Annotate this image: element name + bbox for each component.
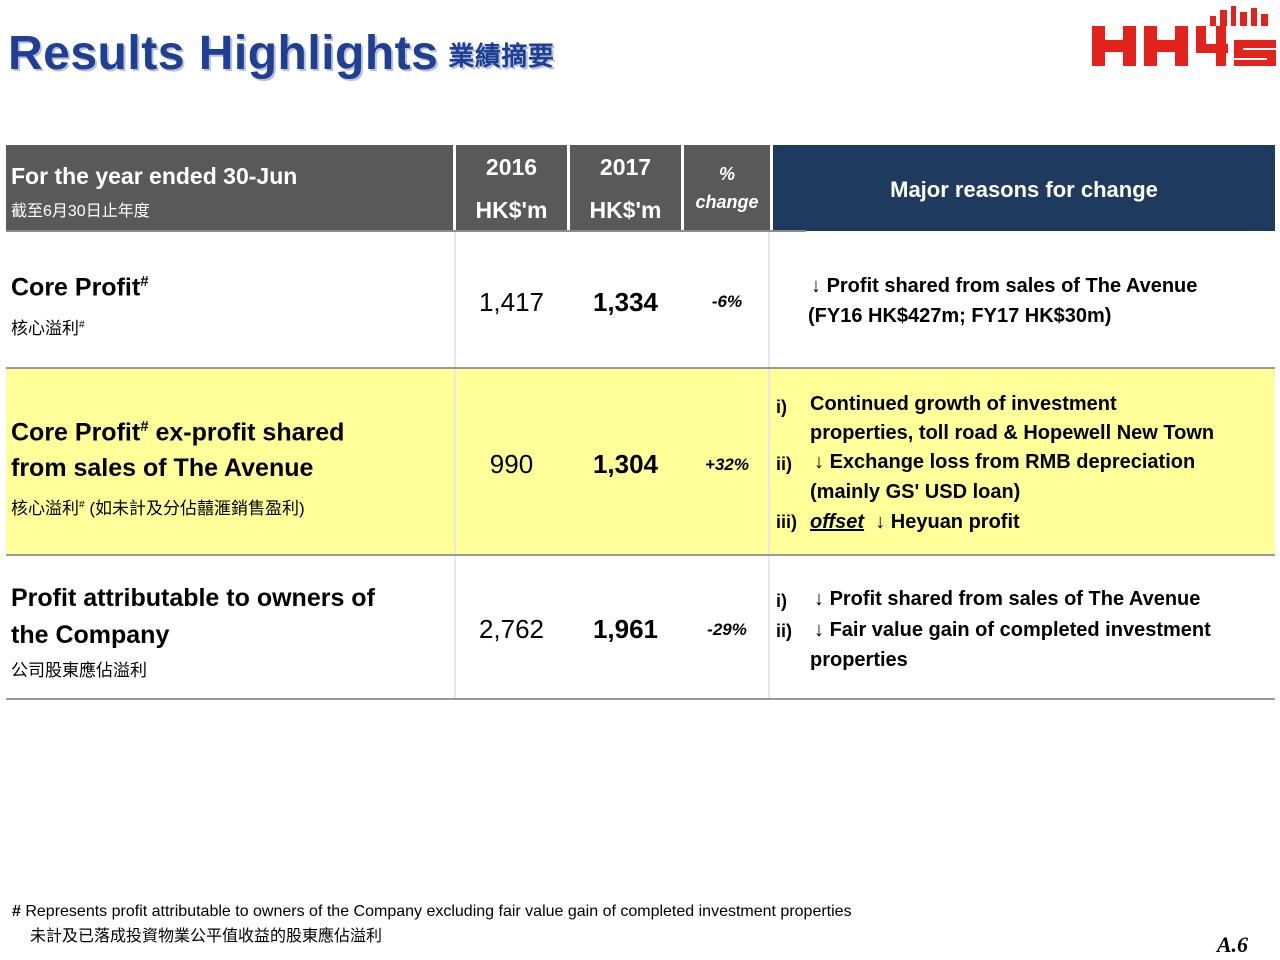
reason-line: (FY16 HK$427m; FY17 HK$30m) bbox=[808, 305, 1112, 327]
col-2017-unit: HK$'m bbox=[589, 197, 662, 223]
reason-marker: ii) bbox=[776, 454, 792, 474]
col-separator bbox=[454, 232, 456, 698]
value-2016: 1,417 bbox=[478, 287, 545, 317]
highlight-row-band bbox=[6, 369, 1275, 555]
reason-line: (mainly GS' USD loan) bbox=[810, 481, 1021, 503]
reason-line: ↓ Exchange loss from RMB depreciation bbox=[814, 451, 1196, 473]
reason-line: Continued growth of investment bbox=[810, 393, 1117, 415]
reason-marker: i) bbox=[776, 397, 787, 417]
table-header-reasons bbox=[773, 145, 1275, 231]
row-label: Core Profit# ex-profit shared bbox=[11, 418, 345, 447]
reason-line: properties, toll road & Hopewell New Tow… bbox=[810, 422, 1215, 444]
percent-change: -6% bbox=[711, 292, 743, 311]
row-label: Profit attributable to owners of bbox=[11, 584, 375, 612]
col-change-symbol: % bbox=[718, 164, 735, 184]
value-2017: 1,304 bbox=[592, 449, 659, 479]
value-2016: 2,762 bbox=[478, 614, 545, 644]
reason-marker: i) bbox=[776, 591, 787, 611]
row-divider bbox=[6, 554, 1275, 556]
row-label: Core Profit# bbox=[11, 273, 149, 302]
page-title-zh: 業績摘要 bbox=[448, 41, 555, 71]
hh45-logo bbox=[1092, 6, 1276, 66]
reason-marker: iii) bbox=[776, 512, 797, 532]
reason-line: ↓ Profit shared from sales of The Avenue bbox=[814, 588, 1201, 610]
page-number: A.6 bbox=[1216, 932, 1248, 957]
table-header-2016 bbox=[456, 145, 567, 231]
reason-marker: ii) bbox=[776, 621, 792, 641]
col-change-label: change bbox=[695, 192, 759, 212]
value-2017: 1,334 bbox=[592, 287, 659, 317]
col-2016-unit: HK$'m bbox=[475, 197, 548, 223]
row-label-zh: 核心溢利# bbox=[11, 319, 85, 338]
row-label-line2: the Company bbox=[11, 621, 170, 649]
footnote: # Represents profit attributable to owne… bbox=[12, 903, 852, 920]
table-header-change bbox=[684, 145, 770, 231]
offset-emphasis: offset bbox=[810, 511, 865, 533]
page-title: Results Highlights 業績摘要 bbox=[8, 27, 555, 80]
row-label-line2: from sales of The Avenue bbox=[11, 454, 314, 482]
percent-change: -29% bbox=[707, 620, 747, 639]
period-label: For the year ended 30-Jun bbox=[11, 163, 298, 189]
value-2016: 990 bbox=[489, 449, 534, 479]
col-2016-year: 2016 bbox=[485, 154, 538, 180]
reasons-label: Major reasons for change bbox=[890, 177, 1158, 202]
value-2017: 1,961 bbox=[592, 614, 659, 644]
col-2017-year: 2017 bbox=[599, 154, 652, 180]
period-label-zh: 截至6月30日止年度 bbox=[11, 203, 150, 220]
row-divider bbox=[6, 698, 1275, 700]
col-separator bbox=[768, 232, 770, 698]
reason-line: ↓ Fair value gain of completed investmen… bbox=[814, 619, 1211, 641]
table-header-period bbox=[6, 145, 453, 231]
row-divider bbox=[6, 367, 1275, 369]
header-divider bbox=[6, 230, 806, 232]
reason-line: properties bbox=[810, 649, 908, 671]
table-header-2017 bbox=[570, 145, 681, 231]
reason-line: ↓ Profit shared from sales of The Avenue bbox=[811, 275, 1198, 297]
row-label-zh: 核心溢利# (如未計及分佔囍滙銷售盈利) bbox=[11, 499, 305, 518]
reason-line: offset ↓ Heyuan profit bbox=[810, 511, 1020, 533]
footnote-zh: 未計及已落成投資物業公平值收益的股東應佔溢利 bbox=[30, 928, 383, 945]
percent-change: +32% bbox=[705, 455, 749, 474]
row-label-zh: 公司股東應佔溢利 bbox=[11, 661, 147, 680]
